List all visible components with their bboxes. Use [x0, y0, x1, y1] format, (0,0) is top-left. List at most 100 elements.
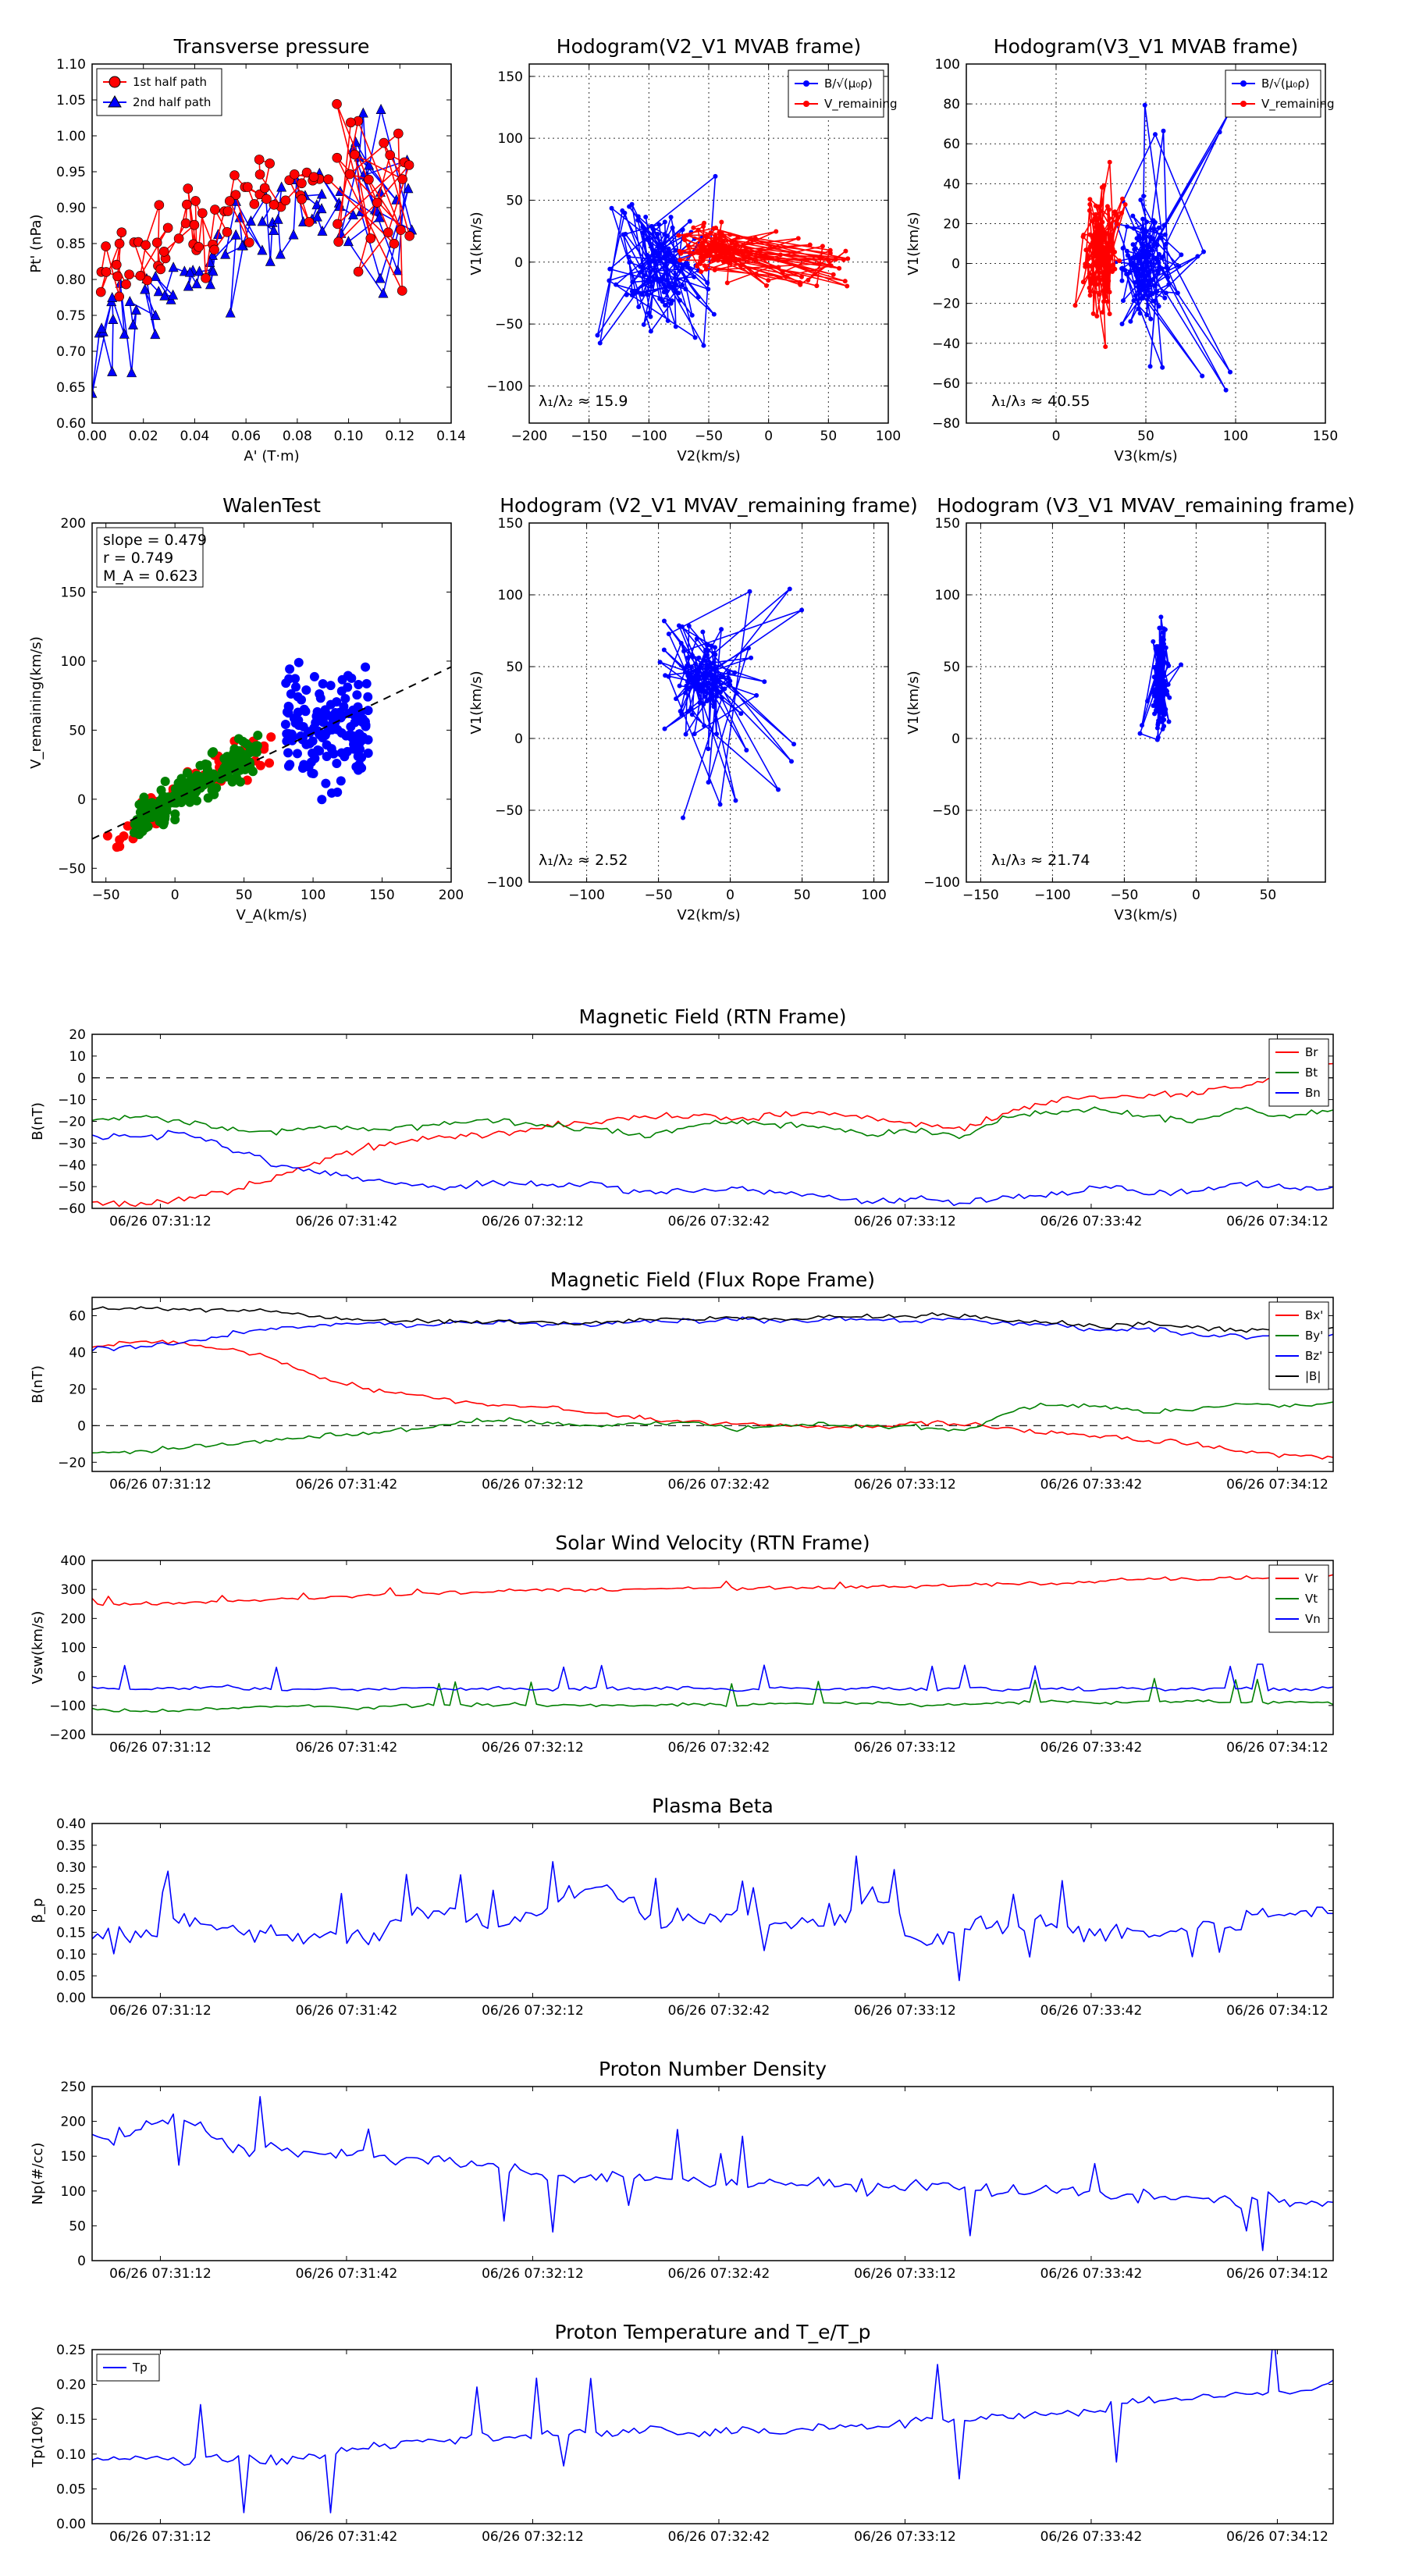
- b-series-point: [1141, 244, 1147, 249]
- b-series-point: [695, 294, 701, 300]
- b-series-point: [668, 257, 674, 262]
- b-series-point: [649, 224, 655, 229]
- v-series-point: [697, 251, 702, 256]
- v-series-point: [734, 690, 739, 696]
- y-tick-label: 60: [69, 1308, 86, 1324]
- v-series-point: [1155, 722, 1161, 728]
- x-tick-label: 06/26 07:33:12: [854, 2529, 956, 2545]
- point-1st-half: [365, 233, 376, 244]
- x-tick-label: 0.10: [334, 429, 364, 444]
- x-tick-label: −50: [1110, 888, 1138, 903]
- walen-point-blue: [282, 707, 292, 717]
- point-2nd-half: [317, 225, 328, 236]
- v-series-point: [713, 240, 718, 245]
- y-tick-label: −40: [58, 1158, 86, 1173]
- walen-point-green: [201, 759, 211, 769]
- v-series-point: [833, 257, 838, 262]
- point-1st-half: [222, 206, 233, 216]
- b-series-point: [677, 297, 682, 303]
- legend-label: |B|: [1305, 1369, 1321, 1383]
- b-series-point: [663, 302, 668, 308]
- v-series-point: [700, 629, 706, 635]
- x-tick-label: 06/26 07:31:12: [109, 1477, 212, 1493]
- b-series-point: [1151, 236, 1156, 241]
- b-series-point: [1122, 268, 1128, 273]
- b-series-point: [1140, 226, 1145, 231]
- chart-tp: 0.00 0.02 0.04 0.06 0.08 0.10 0.12 0.14 0.60 0.65…: [28, 35, 466, 464]
- point-1st-half: [254, 155, 265, 165]
- fit-line: [92, 666, 451, 840]
- legend-marker: [108, 94, 122, 108]
- walen-point-green: [203, 767, 213, 777]
- v-series-point: [694, 264, 699, 269]
- v-series-point: [1092, 262, 1097, 267]
- point-1st-half: [158, 247, 169, 257]
- v-series-point: [720, 233, 726, 239]
- point-2nd-half: [191, 278, 202, 289]
- y-tick-label: −40: [932, 336, 960, 352]
- v-series-point: [683, 731, 688, 737]
- v-series-point: [708, 693, 713, 699]
- legend-box: [1225, 69, 1321, 118]
- v-series-point: [1115, 221, 1120, 226]
- point-2nd-half: [230, 229, 241, 240]
- b-series-point: [676, 290, 681, 296]
- point-1st-half: [254, 169, 265, 180]
- b-series-point: [642, 272, 647, 278]
- b-series-point: [597, 340, 603, 346]
- x-tick-label: −150: [962, 888, 999, 903]
- b-series-point: [1201, 249, 1207, 254]
- y-tick-label: 100: [61, 2184, 86, 2200]
- x-tick-label: 0.14: [436, 429, 466, 444]
- y-tick-label: 0.05: [56, 2482, 86, 2497]
- y-tick-label: 0.10: [56, 2447, 86, 2463]
- v-series-point: [1090, 311, 1096, 316]
- v-series-point: [1104, 231, 1110, 237]
- v-series-point: [698, 662, 703, 667]
- x-tick-label: −100: [631, 429, 667, 444]
- v-series-point: [733, 798, 738, 803]
- point-1st-half: [280, 195, 291, 206]
- walen-point-blue: [285, 664, 295, 674]
- v-series-point: [731, 250, 737, 255]
- v-series-point: [662, 726, 667, 731]
- v-series-point: [727, 232, 733, 237]
- y-axis-label: B(nT): [30, 1102, 46, 1140]
- v-series-point: [774, 229, 779, 234]
- v-series-point: [780, 269, 785, 275]
- v-series-point: [1087, 285, 1092, 290]
- b-series-point: [645, 252, 650, 258]
- point-1st-half: [135, 271, 146, 281]
- v-series-point: [685, 655, 690, 660]
- v-series-point: [1088, 279, 1094, 285]
- v-series-point: [723, 253, 728, 258]
- point-1st-half: [189, 219, 200, 230]
- v-series-point: [1156, 655, 1161, 660]
- b-series-point: [1200, 373, 1205, 379]
- point-1st-half: [95, 286, 106, 297]
- v-series-point: [702, 694, 708, 699]
- series-np-line: [92, 2096, 1333, 2251]
- v-series-point: [1108, 254, 1113, 259]
- point-2nd-half: [96, 322, 107, 333]
- b-series-line: [596, 176, 717, 347]
- y-tick-label: 0: [77, 1418, 86, 1434]
- v-series-point: [678, 258, 683, 263]
- b-series-point: [640, 230, 646, 236]
- v-series-line: [678, 221, 848, 287]
- y-tick-label: 50: [506, 660, 523, 675]
- v-series-point: [1095, 222, 1101, 228]
- v-series-point: [714, 244, 720, 250]
- v-series-point: [685, 233, 690, 238]
- x-tick-label: 06/26 07:32:12: [482, 2529, 584, 2545]
- y-tick-label: 60: [943, 137, 960, 152]
- v-series-point: [681, 815, 686, 820]
- walen-point-red: [255, 760, 265, 770]
- point-2nd-half: [272, 213, 283, 224]
- v-series-point: [784, 274, 789, 279]
- v-series-point: [1161, 641, 1167, 646]
- x-tick-label: 06/26 07:31:12: [109, 1214, 212, 1229]
- b-series-point: [651, 276, 656, 281]
- point-1st-half: [269, 199, 279, 210]
- point-1st-half: [308, 172, 319, 182]
